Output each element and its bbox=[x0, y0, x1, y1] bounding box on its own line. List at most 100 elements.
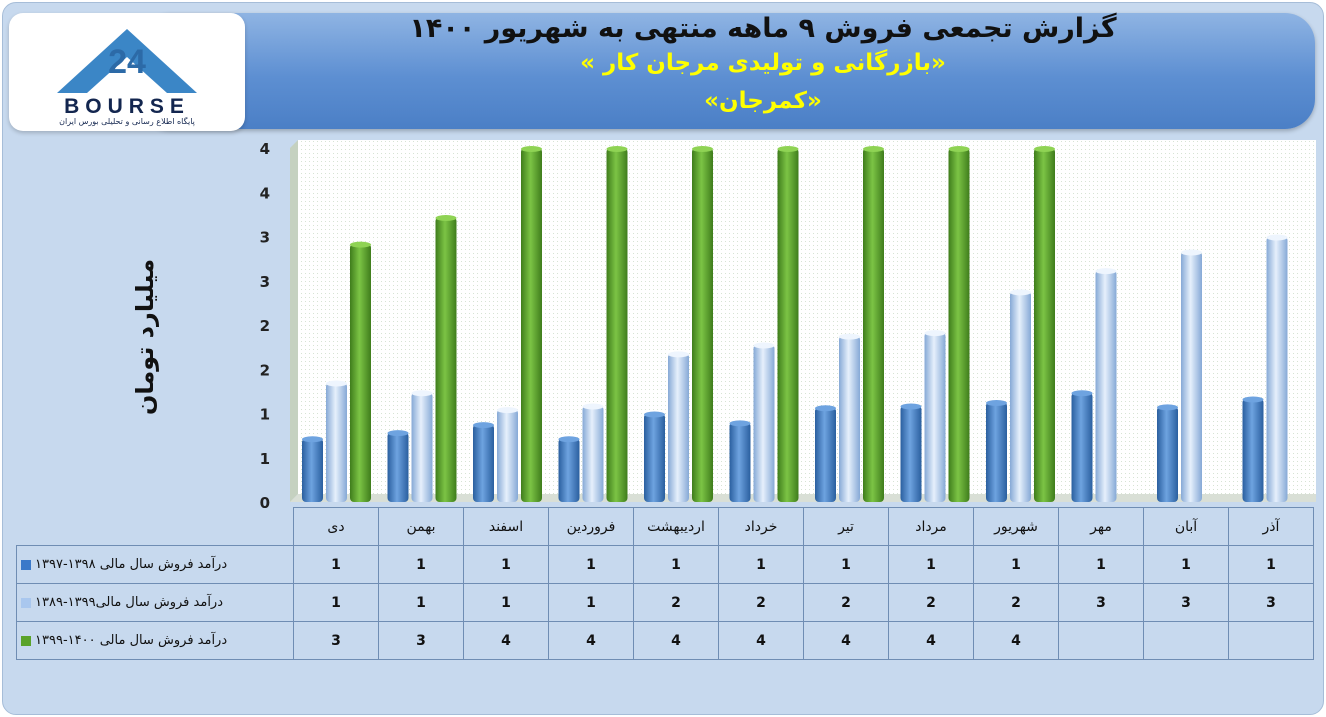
bar bbox=[777, 148, 799, 502]
table-cell bbox=[1228, 621, 1314, 660]
bar bbox=[839, 335, 860, 502]
series-name: درآمد فروش سال مالی۱۳۹۹-۱۳۸۹ bbox=[35, 595, 223, 610]
bar-cap bbox=[815, 405, 836, 412]
bar-cap bbox=[521, 146, 542, 152]
bar-cap bbox=[473, 422, 494, 429]
table-cell: 1 bbox=[463, 545, 549, 584]
table-cell: 2 bbox=[718, 583, 804, 622]
bar bbox=[521, 148, 542, 502]
table-cell: 4 bbox=[463, 621, 549, 660]
table-row: درآمد فروش سال مالی ۱۳۹۸-۱۳۹۷ 1 1 1 1 1 … bbox=[16, 545, 1314, 584]
table-row: درآمد فروش سال مالی ۱۴۰۰-۱۳۹۹ 3 3 4 4 4 … bbox=[16, 621, 1314, 660]
bar-cap bbox=[839, 333, 860, 340]
bar bbox=[863, 148, 884, 502]
bar-cap bbox=[606, 146, 628, 152]
logo-subtitle: پایگاه اطلاع رسانی و تحلیلی بورس ایران bbox=[59, 117, 195, 126]
plot-side-wall bbox=[290, 140, 298, 502]
table-cell: 1 bbox=[718, 545, 804, 584]
bar-cap bbox=[1242, 396, 1264, 403]
bar-cap bbox=[435, 215, 457, 222]
table-cell: 2 bbox=[973, 583, 1059, 622]
bar-cap bbox=[497, 407, 518, 414]
series-name: درآمد فروش سال مالی ۱۳۹۸-۱۳۹۷ bbox=[35, 557, 228, 572]
table-cell: 1 bbox=[378, 545, 464, 584]
table-cell: 4 bbox=[888, 621, 974, 660]
bar-cap bbox=[350, 241, 371, 248]
category-label: تیر bbox=[803, 507, 889, 546]
table-cell: 2 bbox=[888, 583, 974, 622]
bar bbox=[1242, 398, 1264, 502]
bar-cap bbox=[387, 430, 409, 437]
chart-title: گزارش تجمعی فروش ۹ ماهه منتهی به شهریور … bbox=[409, 13, 1117, 44]
table-row: درآمد فروش سال مالی۱۳۹۹-۱۳۸۹ 1 1 1 1 2 2… bbox=[16, 583, 1314, 622]
category-label: آذر bbox=[1228, 507, 1314, 546]
bar bbox=[900, 405, 922, 502]
y-tick-label: 1 bbox=[260, 406, 270, 424]
legend-entry-2: درآمد فروش سال مالی۱۳۹۹-۱۳۸۹ bbox=[16, 583, 294, 622]
category-label: بهمن bbox=[378, 507, 464, 546]
table-cell: 1 bbox=[973, 545, 1059, 584]
table-cell: 3 bbox=[293, 621, 379, 660]
y-tick-label: 4 bbox=[260, 140, 270, 158]
category-label: فروردین bbox=[548, 507, 634, 546]
y-tick-label: 1 bbox=[260, 450, 270, 468]
bar-cap bbox=[777, 146, 799, 152]
bar-cap bbox=[1071, 390, 1093, 397]
table-cell: 1 bbox=[293, 545, 379, 584]
category-label: دی bbox=[293, 507, 379, 546]
table-cell: 1 bbox=[378, 583, 464, 622]
bar bbox=[986, 401, 1007, 502]
bar-cap bbox=[1157, 404, 1178, 411]
category-label: اردیبهشت bbox=[633, 507, 719, 546]
table-cell: 3 bbox=[1228, 583, 1314, 622]
title-banner bbox=[141, 13, 1315, 129]
table-cell: 1 bbox=[1228, 545, 1314, 584]
plot-back-wall bbox=[298, 140, 1316, 494]
bar-cap bbox=[924, 330, 946, 337]
bar bbox=[606, 148, 628, 502]
table-cell: 3 bbox=[1058, 583, 1144, 622]
category-label: خرداد bbox=[718, 507, 804, 546]
table-cell: 1 bbox=[548, 583, 634, 622]
plot-floor bbox=[290, 494, 1316, 502]
bar bbox=[435, 217, 457, 502]
bar bbox=[815, 407, 836, 502]
bar bbox=[753, 344, 775, 502]
data-table: دی بهمن اسفند فروردین اردیبهشت خرداد تیر… bbox=[16, 507, 1314, 660]
bar-cap bbox=[1034, 146, 1055, 152]
bar bbox=[387, 432, 409, 502]
table-cell: 4 bbox=[803, 621, 889, 660]
bar bbox=[1071, 392, 1093, 502]
table-cell: 1 bbox=[1058, 545, 1144, 584]
bar bbox=[692, 148, 713, 502]
bar bbox=[644, 413, 665, 502]
y-tick-label: 3 bbox=[260, 229, 270, 247]
category-label: آبان bbox=[1143, 507, 1229, 546]
bar bbox=[1034, 148, 1055, 502]
logo-triangle-icon: 24 bbox=[57, 29, 197, 93]
bar-cap bbox=[948, 146, 970, 152]
bar bbox=[948, 148, 970, 502]
legend-entry-1: درآمد فروش سال مالی ۱۳۹۸-۱۳۹۷ bbox=[16, 545, 294, 584]
table-cell: 1 bbox=[633, 545, 719, 584]
bar bbox=[411, 392, 433, 502]
logo-word: BOURSE bbox=[64, 95, 190, 118]
y-tick-label: 4 bbox=[260, 184, 270, 202]
bar bbox=[350, 243, 371, 502]
y-tick-label: 0 bbox=[260, 494, 270, 512]
bar bbox=[1181, 251, 1202, 502]
bar-cap bbox=[302, 436, 323, 443]
ticker-symbol: «کمرجان» bbox=[704, 88, 822, 114]
legend-entry-3: درآمد فروش سال مالی ۱۴۰۰-۱۳۹۹ bbox=[16, 621, 294, 660]
table-cell: 1 bbox=[803, 545, 889, 584]
category-label: اسفند bbox=[463, 507, 549, 546]
table-header-row: دی بهمن اسفند فروردین اردیبهشت خرداد تیر… bbox=[16, 507, 1314, 546]
category-label: مهر bbox=[1058, 507, 1144, 546]
table-cell bbox=[1143, 621, 1229, 660]
table-cell: 1 bbox=[1143, 545, 1229, 584]
bar-cap bbox=[582, 403, 604, 410]
table-cell: 4 bbox=[973, 621, 1059, 660]
category-label: شهریور bbox=[973, 507, 1059, 546]
bar bbox=[582, 405, 604, 502]
table-cell: 4 bbox=[633, 621, 719, 660]
